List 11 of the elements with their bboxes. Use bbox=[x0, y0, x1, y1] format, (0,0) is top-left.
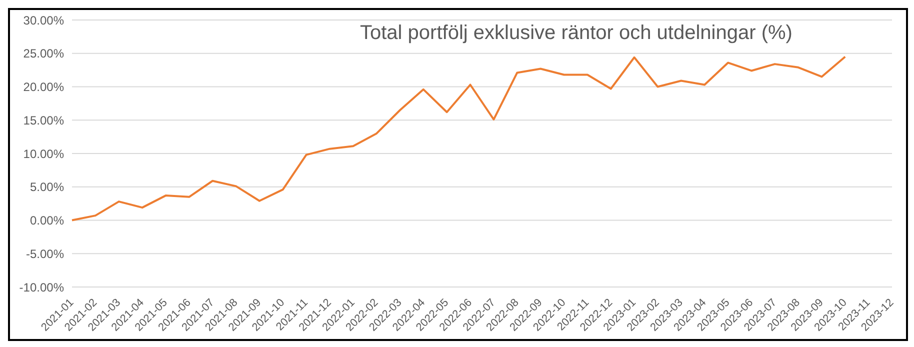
y-tick-label: -5.00% bbox=[26, 246, 64, 261]
chart-title: Total portfölj exklusive räntor och utdelningar (%) bbox=[360, 22, 792, 45]
y-tick-label: 5.00% bbox=[30, 180, 64, 194]
y-tick-label: 0.00% bbox=[30, 214, 64, 228]
line-series bbox=[71, 56, 846, 222]
y-tick-label: 30.00% bbox=[23, 13, 64, 28]
y-tick-label: 15.00% bbox=[23, 113, 64, 128]
y-tick-label: 25.00% bbox=[23, 46, 64, 61]
y-tick-label: 10.00% bbox=[23, 146, 64, 161]
y-tick-label: 20.00% bbox=[23, 80, 64, 94]
y-tick-label: -10.00% bbox=[19, 280, 64, 294]
